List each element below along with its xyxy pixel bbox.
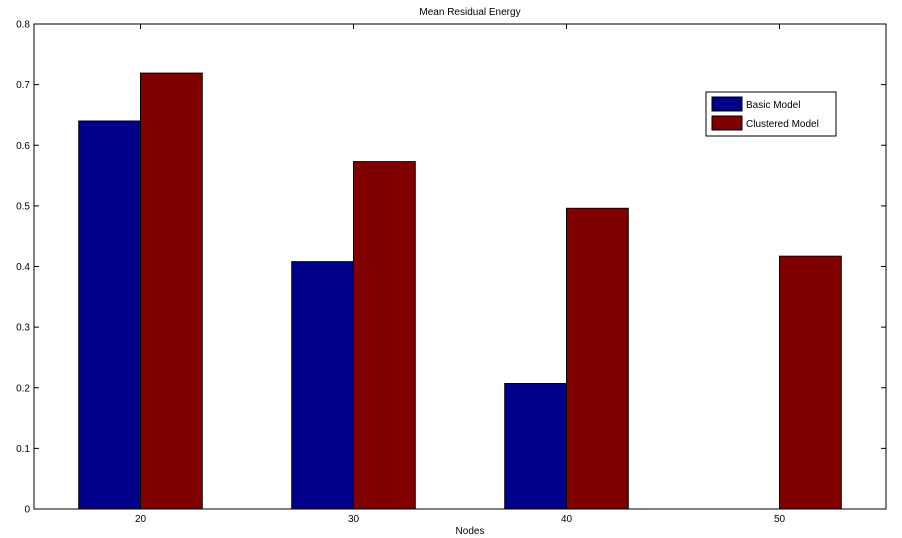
bars-group — [78, 72, 842, 510]
legend-label: Clustered Model — [746, 119, 819, 130]
legend-label: Basic Model — [746, 100, 800, 111]
y-tick-label: 0.1 — [16, 444, 30, 455]
bar-basic-model-40 — [504, 383, 568, 510]
y-tick-label: 0.6 — [16, 141, 30, 152]
y-tick-label: 0.7 — [16, 80, 30, 91]
legend-swatch — [711, 96, 743, 112]
x-axis-label: Nodes — [456, 526, 485, 537]
legend: Basic Model Clustered Model — [705, 91, 837, 137]
y-tick-label: 0.2 — [16, 383, 30, 394]
x-axis: 20 30 40 50 — [135, 24, 786, 525]
x-tick-label: 40 — [561, 514, 573, 525]
x-tick-label: 20 — [135, 514, 147, 525]
x-tick-label: 50 — [774, 514, 786, 525]
y-tick-label: 0.3 — [16, 323, 30, 334]
bar-clustered-model-40 — [566, 207, 629, 510]
bar-basic-model-30 — [291, 261, 355, 510]
bar-clustered-model-50 — [779, 255, 842, 510]
y-tick-label: 0.8 — [16, 20, 30, 31]
y-tick-label: 0.4 — [16, 262, 30, 273]
bar-basic-model-20 — [78, 120, 142, 510]
x-tick-label: 30 — [348, 514, 360, 525]
chart-title: Mean Residual Energy — [419, 7, 520, 18]
y-tick-label: 0 — [24, 505, 30, 516]
y-tick-label: 0.5 — [16, 201, 30, 212]
y-axis: 0 0.1 0.2 0.3 0.4 0.5 0.6 0.7 0.8 — [16, 20, 886, 516]
legend-swatch — [711, 115, 743, 131]
bar-clustered-model-30 — [353, 161, 416, 510]
bar-clustered-model-20 — [140, 72, 203, 510]
